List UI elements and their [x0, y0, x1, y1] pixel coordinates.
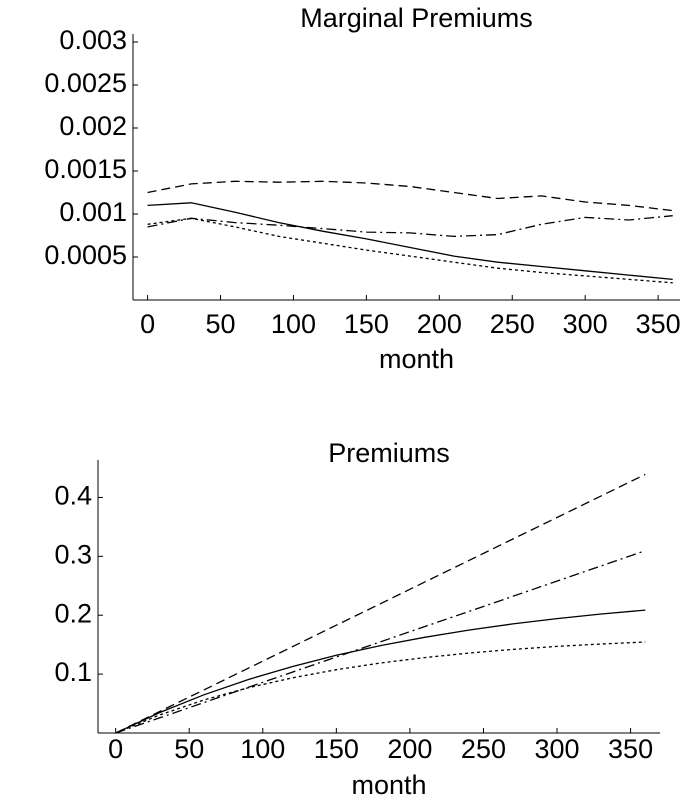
- series-line: [115, 609, 646, 734]
- y-tick-label: 0.1: [54, 657, 92, 687]
- x-tick-label: 0: [108, 734, 123, 764]
- x-tick-label: 0: [140, 309, 155, 339]
- series-line: [147, 215, 673, 238]
- series-line: [147, 180, 673, 212]
- x-axis-label: month: [379, 344, 454, 374]
- y-tick-label: 0.0025: [44, 68, 127, 98]
- x-tick-label: 100: [240, 734, 285, 764]
- y-tick-label: 0.0015: [44, 154, 127, 184]
- x-tick-label: 50: [174, 734, 204, 764]
- y-tick-label: 0.0005: [44, 240, 127, 270]
- y-tick-label: 0.003: [59, 25, 127, 55]
- y-tick-label: 0.4: [54, 481, 92, 511]
- series-line: [115, 473, 646, 734]
- y-tick-label: 0.2: [54, 598, 92, 628]
- x-axis-label: month: [351, 770, 426, 800]
- x-tick-label: 350: [636, 309, 681, 339]
- chart-title: Premiums: [328, 438, 450, 468]
- x-tick-label: 300: [534, 734, 579, 764]
- x-tick-label: 200: [417, 309, 462, 339]
- x-tick-label: 150: [344, 309, 389, 339]
- x-tick-label: 200: [387, 734, 432, 764]
- series-line: [115, 550, 646, 734]
- series-line: [147, 217, 673, 284]
- series-line: [115, 641, 646, 734]
- x-tick-label: 150: [314, 734, 359, 764]
- y-tick-label: 0.001: [59, 197, 127, 227]
- x-tick-label: 350: [608, 734, 653, 764]
- x-tick-label: 250: [461, 734, 506, 764]
- x-tick-label: 250: [490, 309, 535, 339]
- x-tick-label: 300: [563, 309, 608, 339]
- y-tick-label: 0.3: [54, 539, 92, 569]
- chart-title: Marginal Premiums: [300, 3, 533, 33]
- y-tick-label: 0.002: [59, 111, 127, 141]
- series-line: [147, 202, 673, 281]
- x-tick-label: 50: [205, 309, 235, 339]
- x-tick-label: 100: [271, 309, 316, 339]
